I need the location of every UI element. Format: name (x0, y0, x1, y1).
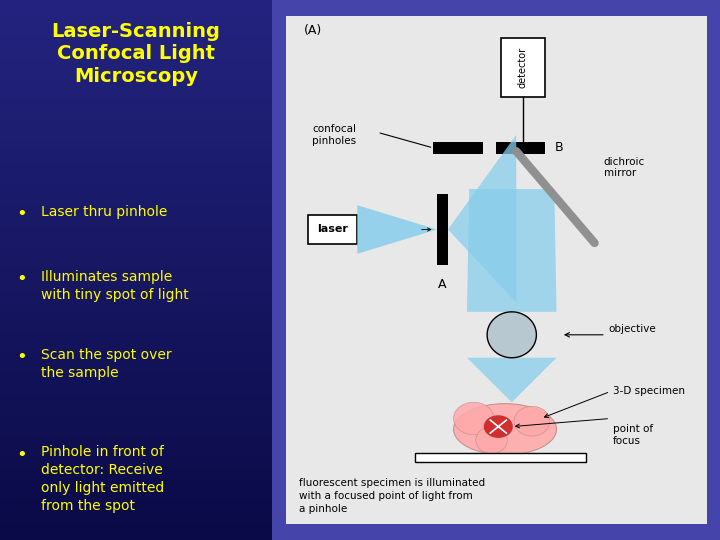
Text: Illuminates sample
with tiny spot of light: Illuminates sample with tiny spot of lig… (41, 270, 189, 302)
Text: Laser-Scanning
Confocal Light
Microscopy: Laser-Scanning Confocal Light Microscopy (52, 22, 220, 86)
Ellipse shape (454, 404, 557, 455)
Polygon shape (357, 205, 437, 254)
Text: detector: detector (518, 47, 528, 88)
Ellipse shape (514, 407, 550, 436)
Text: dichroic
mirror: dichroic mirror (603, 157, 645, 178)
Text: point of
focus: point of focus (613, 424, 652, 446)
Text: •: • (17, 205, 27, 223)
Text: fluorescent specimen is illuminated
with a focused point of light from
a pinhole: fluorescent specimen is illuminated with… (299, 478, 485, 514)
Text: •: • (17, 270, 27, 288)
Text: (A): (A) (304, 24, 322, 37)
Text: laser: laser (318, 225, 348, 234)
Polygon shape (487, 312, 536, 357)
Text: Scan the spot over
the sample: Scan the spot over the sample (41, 348, 171, 380)
Text: objective: objective (608, 325, 656, 334)
Text: Pinhole in front of
detector: Receive
only light emitted
from the spot: Pinhole in front of detector: Receive on… (41, 446, 164, 513)
Text: 3-D specimen: 3-D specimen (613, 387, 685, 396)
Text: confocal
pinholes: confocal pinholes (312, 124, 356, 146)
Polygon shape (467, 357, 557, 402)
Bar (415, 453, 585, 462)
Bar (308, 214, 357, 244)
Polygon shape (448, 135, 516, 302)
Text: B: B (554, 141, 563, 154)
Text: •: • (17, 446, 27, 463)
Bar (500, 38, 545, 97)
Text: •: • (17, 348, 27, 366)
Bar (433, 142, 482, 154)
Text: A: A (438, 278, 446, 291)
Bar (496, 142, 545, 154)
Ellipse shape (484, 415, 513, 438)
Bar (437, 194, 448, 265)
Ellipse shape (476, 427, 508, 454)
Polygon shape (467, 189, 557, 312)
Ellipse shape (454, 402, 494, 435)
Text: Laser thru pinhole: Laser thru pinhole (41, 205, 167, 219)
